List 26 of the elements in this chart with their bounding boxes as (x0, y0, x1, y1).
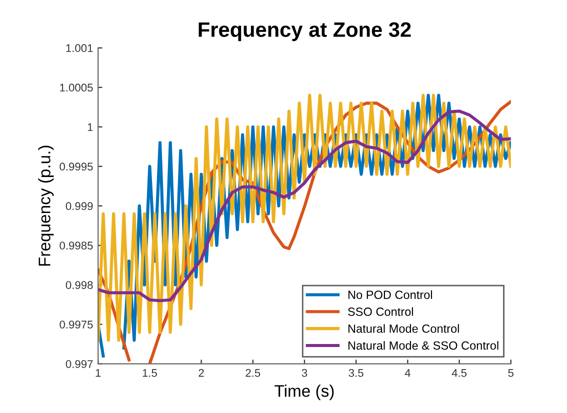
x-axis-title: Time (s) (274, 384, 334, 400)
y-tick-label: 0.9995 (60, 162, 93, 171)
legend-label: Natural Mode Control (348, 324, 459, 333)
legend-label: SSO Control (348, 307, 413, 316)
y-tick-label: 0.997 (66, 360, 93, 368)
y-tick-label: 0.9985 (60, 242, 93, 250)
x-tick-label: 3.5 (348, 369, 364, 377)
x-tick-label: 1 (96, 369, 101, 377)
y-axis-title: Frequency (p.u.) (38, 146, 54, 266)
x-tick-label: 4.5 (452, 369, 467, 377)
y-tick-label: 0.999 (66, 202, 93, 210)
x-tick-label: 5 (508, 369, 514, 377)
y-tick-label: 1.001 (66, 44, 93, 52)
y-tick-label: 0.9975 (60, 320, 93, 328)
legend-label: No POD Control (348, 290, 432, 299)
chart-title: Frequency at Zone 32 (198, 22, 411, 42)
x-tick-label: 2 (198, 369, 204, 377)
y-tick-label: 0.998 (66, 281, 93, 289)
x-tick-label: 3 (302, 369, 308, 377)
x-tick-label: 2.5 (246, 369, 260, 377)
y-tick-label: 1 (88, 123, 93, 131)
legend-label: Natural Mode & SSO Control (348, 341, 498, 350)
x-tick-label: 1.5 (142, 369, 157, 377)
y-tick-label: 1.0005 (60, 84, 93, 92)
x-tick-label: 4 (404, 369, 410, 377)
line-series (98, 110, 511, 302)
